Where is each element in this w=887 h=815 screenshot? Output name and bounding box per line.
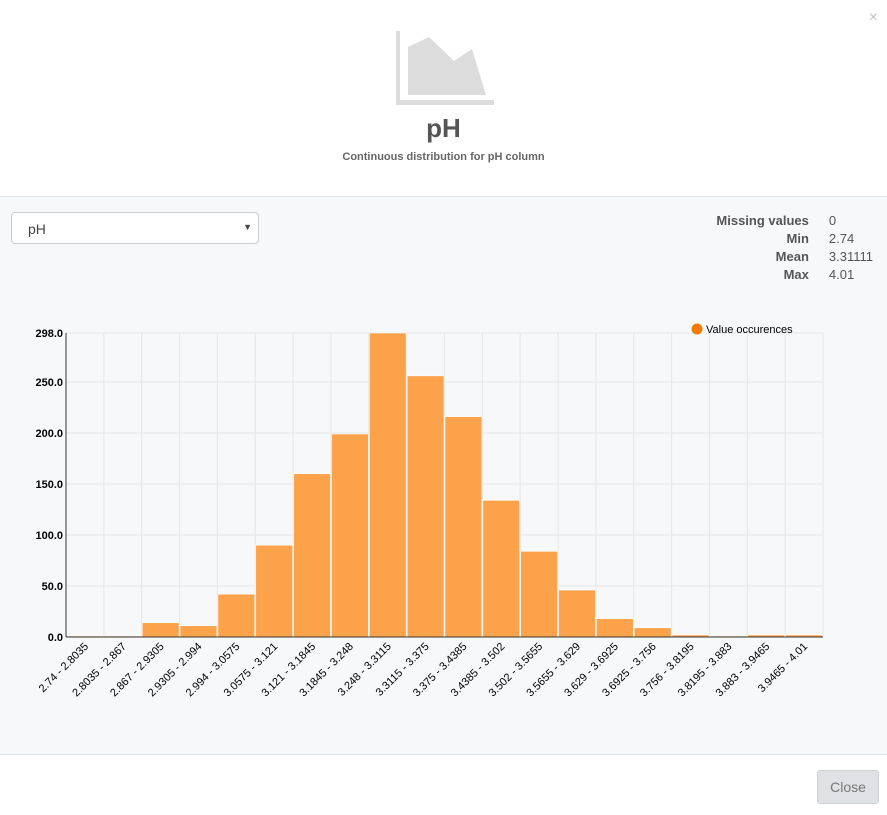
bar [141,622,180,638]
stat-value: 0 [828,213,837,228]
bar [558,589,596,638]
bar [331,433,369,638]
bar [444,416,483,638]
column-select-value: pH [28,221,46,237]
y-tick-label: 200.0 [35,428,63,440]
bar [368,332,407,638]
page-title: pH [426,113,461,143]
column-select[interactable]: pH ▼ [11,212,259,244]
modal-footer: Close [0,755,887,815]
close-icon[interactable]: × [868,9,878,26]
bar [596,618,634,638]
y-tick-label: 50.0 [42,581,63,593]
stat-label: Mean [775,249,809,264]
y-tick-label: 0.0 [48,632,63,644]
modal-body: pH ▼ Missing values 0 Min 2.74 Mean 3.31111… [0,197,887,755]
close-button[interactable]: Close [817,770,879,804]
bar [520,551,558,638]
caret-down-icon: ▼ [243,222,252,232]
bar [217,593,256,638]
bar [179,625,218,638]
y-tick-label: 250.0 [35,377,63,389]
legend-marker [691,323,703,335]
bar [406,375,445,638]
legend-label: Value occurences [706,324,793,336]
modal-header: × pH Continuous distribution for pH colu… [0,0,887,197]
stat-label: Missing values [716,213,809,228]
y-tick-label: 100.0 [35,530,63,542]
bar [293,473,331,638]
bar [482,500,521,638]
area-chart-icon [396,31,494,105]
stat-value: 2.74 [828,231,855,246]
page-subtitle: Continuous distribution for pH column [342,151,545,163]
stat-value: 4.01 [828,267,855,282]
bar [255,544,293,638]
stat-value: 3.31111 [828,249,873,264]
bar [633,627,672,638]
column-stats: Missing values 0 Min 2.74 Mean 3.31111 Max 4… [716,213,873,285]
stat-label: Min [786,231,809,246]
stat-label: Max [783,267,809,282]
y-tick-label: 298.0 [35,328,63,340]
y-tick-label: 150.0 [35,479,63,491]
